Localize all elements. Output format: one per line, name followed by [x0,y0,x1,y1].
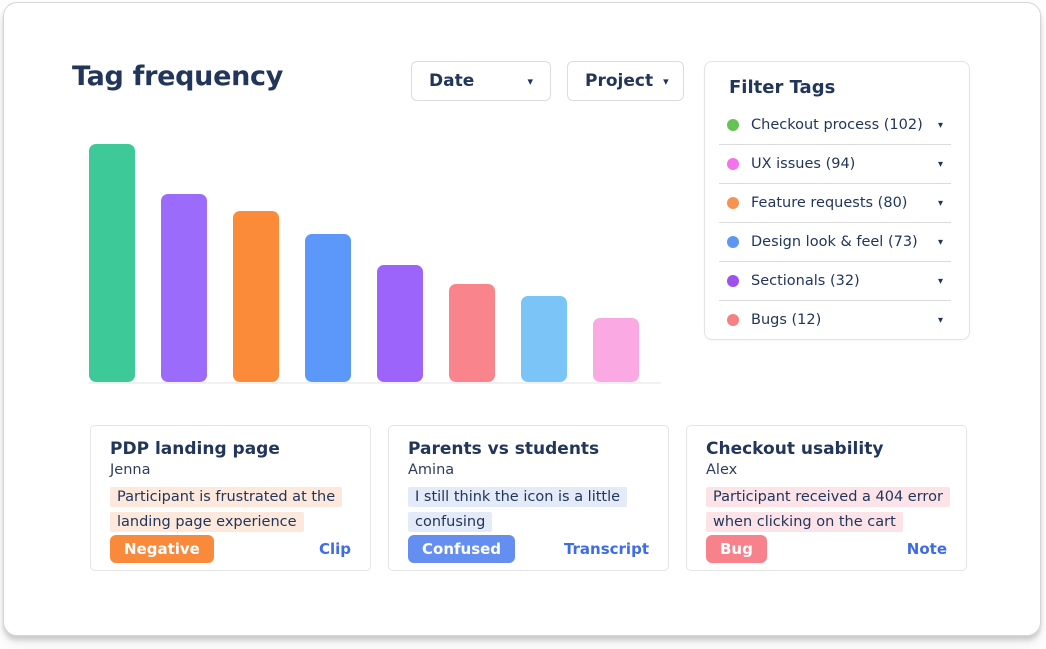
filter-tag-label: Checkout process (102) [751,117,923,133]
note-link[interactable]: Note [906,540,947,558]
filter-tag-label: Sectionals (32) [751,273,860,289]
divider [719,261,951,262]
divider [719,183,951,184]
chevron-down-icon[interactable]: ▾ [937,236,943,248]
card-footer: Confused Transcript [408,535,649,563]
card-quote: I still think the icon is a little confu… [408,485,649,535]
bar[interactable] [377,265,423,382]
clip-link[interactable]: Clip [318,540,351,558]
filter-tags-heading: Filter Tags [729,77,836,98]
filter-tag-row-feature-requests[interactable]: Feature requests (80) ▾ [705,184,969,222]
transcript-link[interactable]: Transcript [563,540,649,558]
chevron-down-icon[interactable]: ▾ [937,158,943,170]
filter-tag-label: Feature requests (80) [751,195,908,211]
card-quote: Participant is frustrated at the landing… [110,485,351,535]
filter-tags-panel: Filter Tags Checkout process (102) ▾ UX … [704,61,970,340]
filter-tag-label: UX issues (94) [751,156,856,172]
tag-color-dot [727,236,739,248]
divider [719,300,951,301]
divider [719,144,951,145]
tag-color-dot [727,119,739,131]
card-footer: Negative Clip [110,535,351,563]
card-title: PDP landing page [110,439,280,459]
insight-cards-row: PDP landing page Jenna Participant is fr… [90,425,967,571]
tag-color-dot [727,197,739,209]
filter-tag-row-design-look-feel[interactable]: Design look & feel (73) ▾ [705,223,969,261]
date-dropdown[interactable]: Date ▾ [411,61,551,101]
tag-badge: Negative [110,535,214,563]
card-quote: Participant received a 404 error when cl… [706,485,950,535]
bar[interactable] [521,296,567,382]
chevron-down-icon[interactable]: ▾ [937,314,943,326]
tag-badge: Confused [408,535,516,563]
card-title: Parents vs students [408,439,600,459]
filter-tag-row-bugs[interactable]: Bugs (12) ▾ [705,301,969,339]
bar-chart [89,144,661,384]
filter-tag-row-checkout-process[interactable]: Checkout process (102) ▾ [705,106,969,144]
chevron-down-icon[interactable]: ▾ [937,197,943,209]
card-footer: Bug Note [706,535,947,563]
quote-highlight: Participant received a 404 error when cl… [706,487,950,532]
filter-tag-row-sectionals[interactable]: Sectionals (32) ▾ [705,262,969,300]
chevron-down-icon: ▾ [663,74,669,88]
tag-color-dot [727,158,739,170]
card-author: Jenna [110,462,151,478]
insight-card-parents-vs-students: Parents vs students Amina I still think … [388,425,669,571]
date-dropdown-label: Date [429,71,475,91]
filter-tag-label: Bugs (12) [751,312,822,328]
bar[interactable] [305,234,351,382]
quote-highlight: Participant is frustrated at the landing… [110,487,343,532]
chevron-down-icon[interactable]: ▾ [937,275,943,287]
divider [719,222,951,223]
project-dropdown[interactable]: Project ▾ [567,61,684,101]
filter-tag-label: Design look & feel (73) [751,234,918,250]
tag-badge: Bug [706,535,767,563]
insight-card-pdp-landing-page: PDP landing page Jenna Participant is fr… [90,425,371,571]
bar[interactable] [449,284,495,382]
tag-color-dot [727,314,739,326]
card-author: Alex [706,462,738,478]
quote-highlight: I still think the icon is a little confu… [408,487,628,532]
bar[interactable] [89,144,135,382]
insight-card-checkout-usability: Checkout usability Alex Participant rece… [686,425,967,571]
bar[interactable] [233,211,279,382]
card-author: Amina [408,462,455,478]
tag-color-dot [727,275,739,287]
bar[interactable] [593,318,639,382]
card-title: Checkout usability [706,439,884,459]
dashboard-card: Tag frequency Date ▾ Project ▾ Filter Ta… [3,2,1041,636]
filter-tag-row-ux-issues[interactable]: UX issues (94) ▾ [705,145,969,183]
project-dropdown-label: Project [585,71,654,91]
page-title: Tag frequency [72,61,284,92]
chevron-down-icon: ▾ [527,74,533,88]
chevron-down-icon[interactable]: ▾ [937,119,943,131]
bar[interactable] [161,194,207,382]
